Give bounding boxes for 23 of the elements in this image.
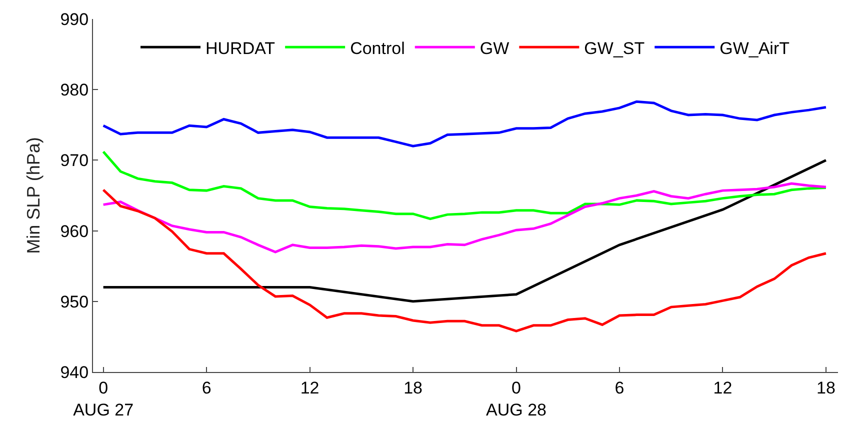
x-tick-label: 12 xyxy=(300,378,320,398)
y-tick-label: 970 xyxy=(60,151,89,170)
line-series xyxy=(102,188,828,332)
x-tick-label: 0 AUG 28 xyxy=(486,378,546,420)
x-tick-label: 6 xyxy=(202,378,212,398)
x-tick-label: 18 xyxy=(816,378,836,398)
line-series xyxy=(102,100,828,148)
legend-label: HURDAT xyxy=(206,38,276,58)
line-series xyxy=(102,150,828,220)
y-tick-label: 990 xyxy=(60,10,89,29)
y-tick-label: 960 xyxy=(60,222,89,241)
y-tick-label: 950 xyxy=(60,292,89,312)
legend-label: GW_AirT xyxy=(720,38,790,58)
legend-label: GW_ST xyxy=(584,38,645,58)
x-tick-label: 6 xyxy=(614,378,624,398)
line-series xyxy=(102,158,828,303)
legend-label: Control xyxy=(350,38,405,58)
x-tick-label: 18 xyxy=(404,378,422,398)
y-tick-label: 980 xyxy=(60,80,89,100)
legend-label: GW xyxy=(480,38,510,58)
x-tick-label: 12 xyxy=(713,378,732,398)
y-axis-title: Min SLP (hPa) xyxy=(23,137,44,254)
line-series xyxy=(102,182,828,254)
